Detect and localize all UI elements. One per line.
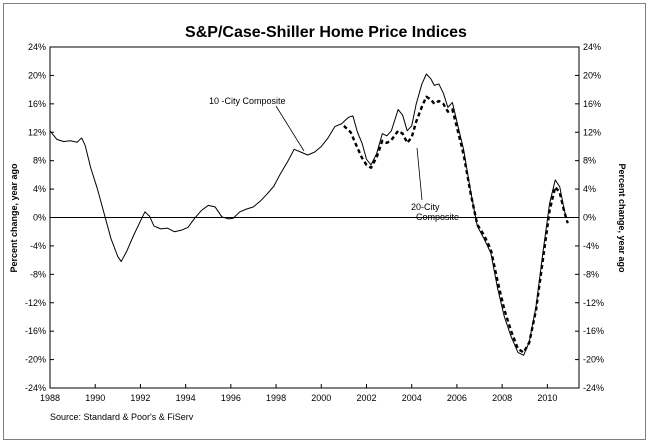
line-chart: S&P/Case-Shiller Home Price Indices Perc… bbox=[9, 24, 627, 422]
y-tick-label-right: 24% bbox=[583, 42, 601, 52]
chart-frame: S&P/Case-Shiller Home Price Indices Perc… bbox=[3, 3, 646, 440]
x-tick-label: 1996 bbox=[221, 393, 241, 403]
y-tick-label-right: -4% bbox=[583, 241, 599, 251]
y-tick-label-left: -24% bbox=[25, 383, 46, 393]
y-tick-label-right: 0% bbox=[583, 213, 596, 223]
y-tick-label-left: -12% bbox=[25, 298, 46, 308]
y-axis-left: 24% 20% 16% 12% 8% 4% 0% -4% -8% -12% -16% -20% -24% bbox=[25, 42, 54, 393]
y-tick-label-left: 16% bbox=[28, 99, 46, 109]
x-tick-label: 2010 bbox=[537, 393, 557, 403]
annotation-leader-20-city bbox=[416, 147, 423, 201]
annotation-10-city: 10 -City Composite bbox=[209, 96, 286, 106]
y-tick-label-right: 8% bbox=[583, 156, 596, 166]
x-tick-label: 1990 bbox=[85, 393, 105, 403]
x-tick-label: 2000 bbox=[311, 393, 331, 403]
y-tick-label-right: 12% bbox=[583, 127, 601, 137]
x-tick-label: 2002 bbox=[356, 393, 376, 403]
x-tick-label: 2008 bbox=[492, 393, 512, 403]
y-tick-label-left: 24% bbox=[28, 42, 46, 52]
x-tick-label: 1994 bbox=[176, 393, 196, 403]
y-tick-label-left: 12% bbox=[28, 127, 46, 137]
y-tick-label-left: 20% bbox=[28, 70, 46, 80]
x-tick-label: 1992 bbox=[130, 393, 150, 403]
y-tick-label-right: 16% bbox=[583, 99, 601, 109]
series-line-20-city bbox=[343, 95, 569, 354]
y-tick-label-left: -4% bbox=[30, 241, 46, 251]
y-tick-label-right: -8% bbox=[583, 269, 599, 279]
y-axis-right: 24% 20% 16% 12% 8% 4% 0% -4% -8% -12% -16% -20% -24% bbox=[575, 42, 604, 393]
x-tick-label: 1998 bbox=[266, 393, 286, 403]
y-tick-label-left: -8% bbox=[30, 269, 46, 279]
x-axis: 1988 1990 1992 1994 1996 1998 2000 2002 2004 2006… bbox=[40, 384, 557, 403]
y-tick-label-left: -20% bbox=[25, 355, 46, 365]
y-tick-label-right: 4% bbox=[583, 184, 596, 194]
y-tick-label-right: -24% bbox=[583, 383, 604, 393]
y-tick-label-left: 0% bbox=[33, 213, 46, 223]
source-note: Source: Standard & Poor's & FiServ bbox=[50, 412, 194, 422]
x-tick-label: 2004 bbox=[402, 393, 422, 403]
annotation-leader-10-city bbox=[275, 105, 305, 152]
chart-title: S&P/Case-Shiller Home Price Indices bbox=[185, 24, 467, 41]
x-tick-label: 1988 bbox=[40, 393, 60, 403]
series-line-10-city bbox=[49, 73, 567, 356]
y-tick-label-right: -16% bbox=[583, 326, 604, 336]
y-tick-label-right: 20% bbox=[583, 70, 601, 80]
series-layer bbox=[49, 73, 569, 356]
y-tick-label-left: -16% bbox=[25, 326, 46, 336]
x-tick-label: 2006 bbox=[447, 393, 467, 403]
y-tick-label-right: -12% bbox=[583, 298, 604, 308]
y-tick-label-left: 4% bbox=[33, 184, 46, 194]
y-tick-label-left: 8% bbox=[33, 156, 46, 166]
annotation-20-city-line1: 20-City bbox=[411, 202, 440, 212]
annotation-layer: 10 -City Composite 20-City Composite bbox=[209, 96, 459, 222]
y-axis-label-left: Percent change, year ago bbox=[9, 163, 19, 273]
annotation-20-city-line2: Composite bbox=[416, 212, 459, 222]
y-tick-label-right: -20% bbox=[583, 355, 604, 365]
y-axis-label-right: Percent change, year ago bbox=[617, 163, 627, 273]
